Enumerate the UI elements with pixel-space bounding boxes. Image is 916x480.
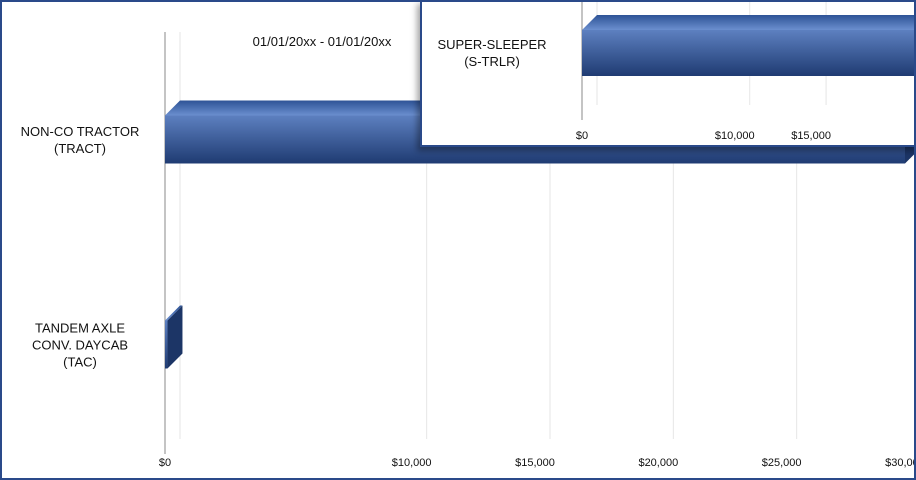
x-tick-label: $10,000 — [714, 130, 755, 142]
x-tick-label: $25,000 — [761, 457, 802, 469]
category-label: NON-CO TRACTOR (TRACT) — [20, 123, 140, 156]
popup-svg — [581, 2, 914, 120]
x-tick-label: $15,000 — [791, 130, 831, 142]
popup-chart: $0 $10,000 $15,000 SUPER-SLEEPER (S-TRLR) — [420, 2, 914, 147]
x-tick-label: $30,000 — [885, 457, 914, 469]
category-label: TANDEM AXLE CONV. DAYCAB (TAC) — [31, 320, 129, 369]
x-tick-label: $0 — [158, 457, 172, 469]
bar — [582, 30, 914, 76]
bar-end — [167, 305, 183, 369]
bar-top — [582, 15, 914, 30]
category-label: SUPER-SLEEPER (S-TRLR) — [437, 37, 547, 69]
x-tick-label: $20,000 — [638, 457, 679, 469]
x-tick-label: $0 — [575, 130, 589, 142]
bar-top — [165, 305, 183, 321]
x-tick-label: $15,000 — [515, 457, 555, 469]
x-tick-label: $10,000 — [391, 457, 432, 469]
subtitle: 01/01/20xx - 01/01/20xx — [252, 34, 392, 49]
bar — [165, 320, 168, 369]
